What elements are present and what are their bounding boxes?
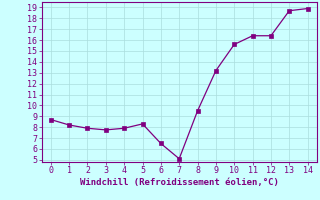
X-axis label: Windchill (Refroidissement éolien,°C): Windchill (Refroidissement éolien,°C)	[80, 178, 279, 187]
